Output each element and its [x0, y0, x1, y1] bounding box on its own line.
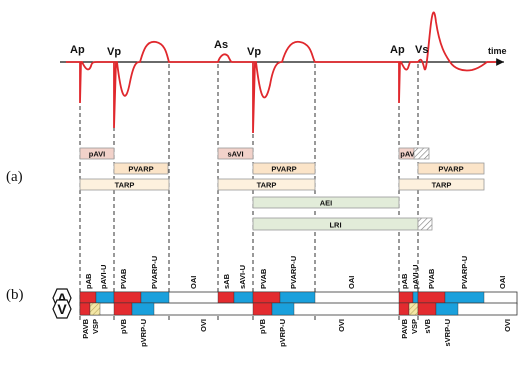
segment-label: sAVI-U	[238, 265, 247, 289]
segment-label: VSP	[91, 319, 100, 334]
timer-box-tarp: TARP	[398, 178, 485, 191]
segment-label: pAVI-U	[99, 265, 108, 289]
timer-box-savi: sAVI	[217, 147, 254, 160]
channel-segment	[252, 291, 281, 305]
channel-segment	[444, 291, 485, 305]
timer-box-label: pAVI	[89, 150, 106, 159]
segment-label: VSP	[410, 319, 419, 334]
segment-label: sVB	[423, 318, 432, 333]
segment-label: PAVB	[400, 318, 409, 338]
channel-segment	[408, 302, 419, 316]
timer-box-label: PVARP	[271, 165, 296, 174]
segment-label: PVAB	[427, 268, 436, 289]
timer-box-label: TARP	[432, 181, 452, 190]
channel-segment	[95, 291, 115, 305]
channel-segment	[417, 302, 437, 316]
ecg-waveform: time Ap Vp As Vp Ap Vs	[60, 11, 507, 134]
segment-label: pAB	[400, 273, 409, 289]
segment-label: pVRP-U	[278, 319, 287, 347]
channel-segment	[79, 291, 97, 305]
segment-label: sVRP-U	[443, 319, 452, 347]
channel-segment	[140, 291, 170, 305]
timer-boxes: pAVI PVARP TARP sAVI PVARP TARP AEI LRI pAVI PVAR…	[79, 147, 485, 231]
channel-segment	[417, 291, 446, 305]
segment-label: pVB	[258, 318, 267, 334]
channel-segment	[435, 302, 459, 316]
peak-label-vs: Vs	[415, 44, 428, 56]
timer-box-label: TARP	[115, 181, 135, 190]
channel-segment	[89, 302, 101, 316]
timer-box-label: PVARP	[438, 165, 463, 174]
timer-box-pvarp: PVARP	[417, 162, 485, 175]
segment-label: pVB	[119, 318, 128, 334]
timer-box-label: TARP	[257, 181, 277, 190]
segment-label: pVRP-U	[139, 319, 148, 347]
channel-segment	[398, 291, 414, 305]
segment-label: PVARP-U	[289, 256, 298, 289]
channel-segment	[398, 302, 410, 316]
segment-label: OAI	[189, 276, 198, 289]
timer-box-label: pAVI	[400, 150, 417, 159]
peak-label-as: As	[214, 39, 228, 51]
hatched-extension	[417, 217, 433, 231]
segment-label: PVARP-U	[150, 256, 159, 289]
channel-segment	[412, 291, 419, 305]
timer-box-pvarp: PVARP	[113, 162, 169, 175]
time-axis-label: time	[488, 46, 507, 56]
channel-segment	[131, 302, 155, 316]
segment-label: OVI	[503, 319, 512, 332]
timer-box-aei: AEI	[252, 196, 400, 209]
timer-box-label: AEI	[320, 199, 333, 208]
segment-label: pAVI-U	[411, 265, 420, 289]
segment-label: OVI	[337, 319, 346, 332]
timer-box-pvarp: PVARP	[252, 162, 316, 175]
channel-segment	[113, 302, 133, 316]
panel-label-b: (b)	[6, 287, 24, 303]
timer-box-tarp: TARP	[217, 178, 316, 191]
segment-label: OAI	[498, 276, 507, 289]
timer-box-lri: LRI	[252, 217, 419, 231]
timer-box-tarp: TARP	[79, 178, 170, 191]
peak-label-ap-2: Ap	[390, 44, 405, 56]
channel-segment	[271, 302, 295, 316]
channel-segment	[113, 291, 142, 305]
panel-label-a: (a)	[6, 169, 23, 185]
segment-label: OVI	[199, 319, 208, 332]
timer-box-label: PVARP	[128, 165, 153, 174]
channel-segment	[217, 291, 235, 305]
channel-badge	[52, 299, 72, 319]
segment-label: sAB	[222, 273, 231, 289]
channel-segment	[279, 291, 316, 305]
segment-label: pAB	[84, 273, 93, 289]
timer-box-label: LRI	[329, 221, 341, 230]
segment-label: PVAB	[259, 268, 268, 289]
channel-badge-label: V	[57, 301, 67, 317]
channel-segment	[79, 302, 91, 316]
channel-segment	[252, 302, 273, 316]
channel-segment	[233, 291, 254, 305]
event-dashed-lines	[79, 64, 419, 322]
segment-label: PVARP-U	[460, 256, 469, 289]
hatched-extension	[413, 147, 430, 160]
peak-label-vp-2: Vp	[247, 46, 261, 58]
segment-label: OAI	[347, 276, 356, 289]
peak-label-ap-1: Ap	[70, 44, 85, 56]
timer-box-label: sAVI	[227, 150, 243, 159]
peak-label-vp-1: Vp	[107, 46, 121, 58]
segment-label: PVAB	[119, 268, 128, 289]
channel-badge-label: A	[57, 290, 67, 306]
segment-label: PAVB	[81, 318, 90, 338]
signal-trace	[66, 11, 496, 134]
timer-box-pavi: pAVI	[79, 147, 115, 160]
